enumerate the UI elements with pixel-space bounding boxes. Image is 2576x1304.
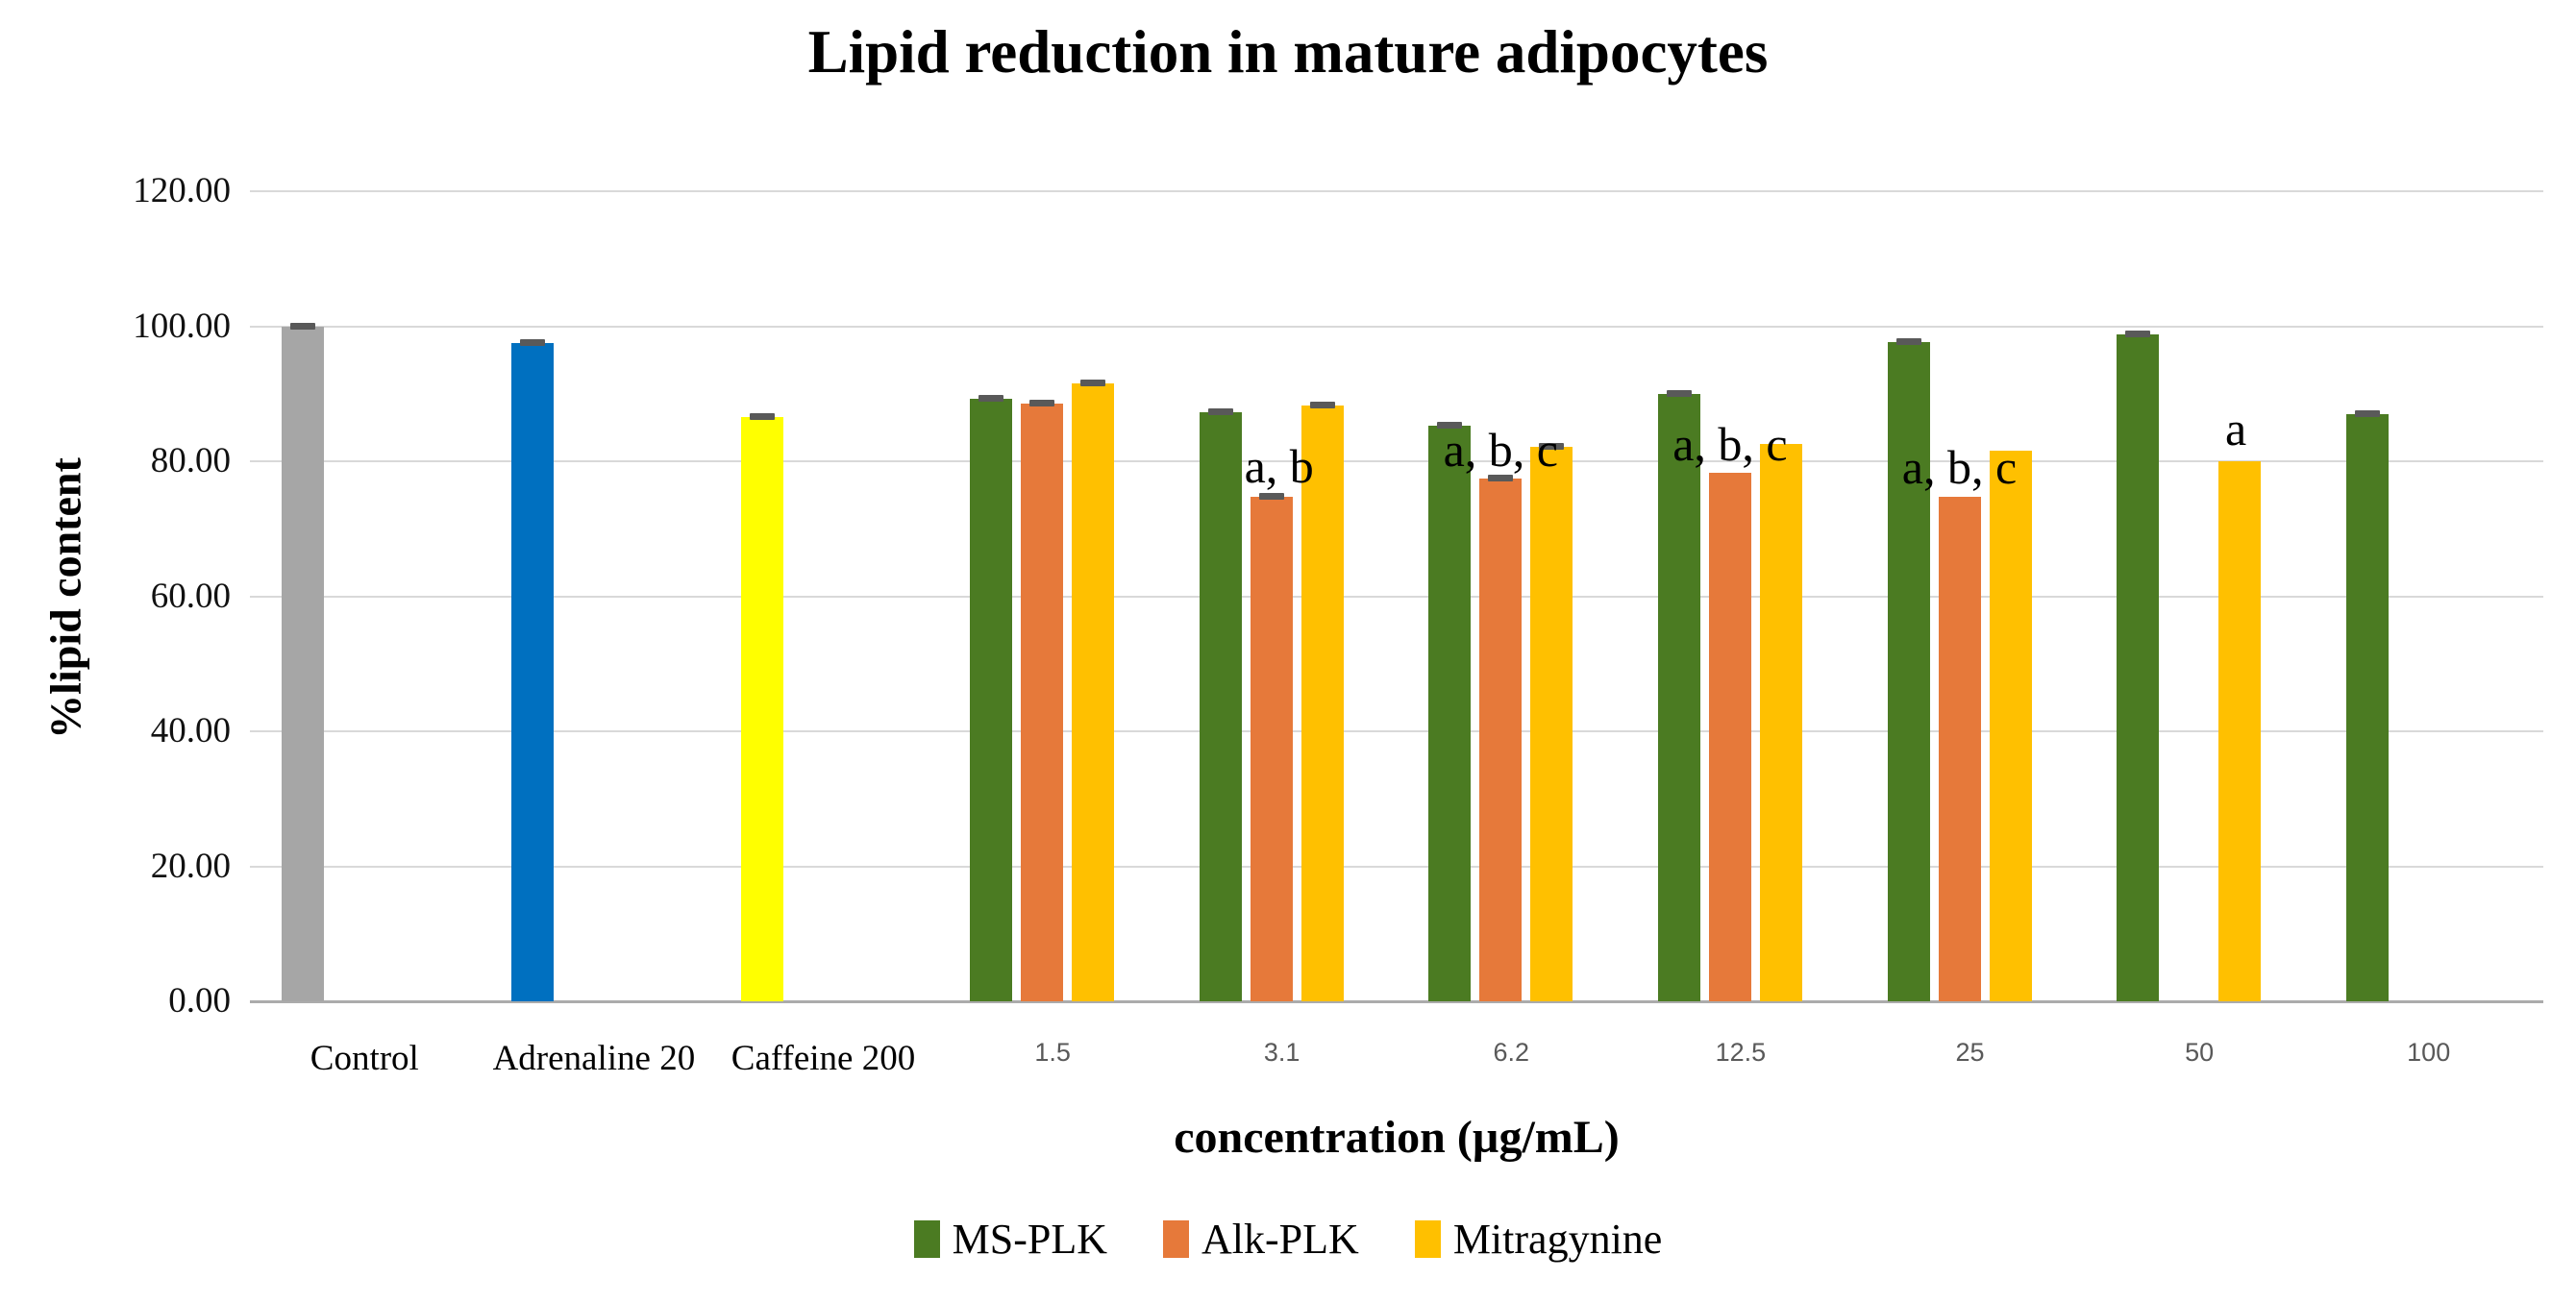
bar: [1989, 450, 2032, 1001]
error-bar-cap: [2354, 409, 2380, 417]
significance-annotation: a, b, c: [1901, 439, 2018, 494]
x-category-label: Control: [310, 1039, 419, 1078]
bar: [1428, 426, 1472, 1001]
legend-item: Mitragynine: [1414, 1215, 1663, 1264]
x-category-label: Caffeine 200: [731, 1039, 916, 1078]
legend-label: Mitragynine: [1452, 1216, 1663, 1263]
y-tick-label: 100.00: [133, 306, 231, 346]
error-bar-cap: [1539, 442, 1565, 450]
legend-swatch: [1163, 1220, 1190, 1258]
y-tick-label: 20.00: [150, 846, 231, 886]
bar: [1250, 496, 1293, 1001]
significance-annotation: a, b: [1244, 438, 1314, 493]
bar: [1072, 383, 1115, 1001]
bar: [1530, 446, 1573, 1001]
bar: [970, 398, 1013, 1001]
error-bar-cap: [1080, 380, 1106, 387]
x-category-label: 3.1: [1263, 1038, 1300, 1067]
chart-title: Lipid reduction in mature adipocytes: [807, 18, 1769, 86]
bar: [510, 343, 554, 1001]
significance-annotation: a, b, c: [1443, 422, 1558, 477]
significance-annotation: a, b, c: [1672, 417, 1788, 472]
y-tick-label: 60.00: [150, 576, 231, 616]
x-category-label: 50: [2185, 1038, 2215, 1067]
plot-area: a, b a, b, c a, b, c a, b, c a: [250, 190, 2543, 1003]
legend-swatch: [913, 1220, 940, 1258]
bar: [1021, 404, 1064, 1001]
legend-item: MS-PLK: [913, 1215, 1108, 1264]
x-category-label: Adrenaline 20: [492, 1039, 696, 1078]
legend-label: MS-PLK: [952, 1216, 1108, 1263]
x-category-label: 25: [1955, 1038, 1985, 1067]
x-category-label: 100: [2407, 1038, 2451, 1067]
gridline: [250, 190, 2543, 192]
error-bar-cap: [290, 322, 316, 330]
error-bar-cap: [1895, 337, 1921, 345]
error-bar-cap: [2125, 330, 2151, 337]
gridline: [250, 325, 2543, 328]
bar: [282, 326, 325, 1001]
bar: [1300, 406, 1344, 1001]
error-bar-cap: [1029, 400, 1055, 407]
bar: [1657, 394, 1700, 1001]
error-bar-cap: [519, 339, 545, 347]
bar: [1938, 496, 1981, 1001]
error-bar-cap: [978, 394, 1004, 402]
gridline: [250, 730, 2543, 732]
legend-item: Alk-PLK: [1163, 1215, 1359, 1264]
error-bar-cap: [1437, 422, 1463, 430]
gridline: [250, 460, 2543, 462]
y-tick-label: 80.00: [150, 441, 231, 480]
legend-swatch: [1414, 1220, 1441, 1258]
error-bar-cap: [1666, 390, 1692, 398]
error-bar-cap: [749, 413, 775, 421]
gridline: [250, 595, 2543, 598]
y-tick-label: 0.00: [168, 981, 231, 1021]
bar: [2218, 461, 2262, 1001]
x-axis-title: concentration (µg/mL): [1174, 1112, 1620, 1163]
bar: [2345, 413, 2389, 1001]
significance-annotation: a: [2224, 401, 2247, 455]
x-category-label: 12.5: [1715, 1038, 1767, 1067]
bar: [1708, 472, 1751, 1001]
legend: MS-PLK Alk-PLK Mitragynine: [0, 1215, 2576, 1264]
x-axis-line: [250, 1000, 2543, 1003]
y-tick-label: 40.00: [150, 711, 231, 750]
x-category-label: 1.5: [1034, 1038, 1071, 1067]
error-bar-cap: [1207, 408, 1233, 416]
legend-label: Alk-PLK: [1201, 1216, 1359, 1263]
error-bar-cap: [1258, 492, 1284, 500]
gridline: [250, 865, 2543, 868]
error-bar-cap: [1309, 402, 1335, 409]
bar: [1887, 341, 1930, 1001]
bar: [1479, 479, 1523, 1001]
y-tick-label: 120.00: [133, 171, 231, 210]
error-bar-cap: [1488, 475, 1514, 482]
bar: [740, 417, 783, 1001]
bar: [2117, 333, 2160, 1001]
bar: [1199, 412, 1242, 1001]
bar: [1759, 443, 1802, 1001]
x-category-label: 6.2: [1493, 1038, 1530, 1067]
